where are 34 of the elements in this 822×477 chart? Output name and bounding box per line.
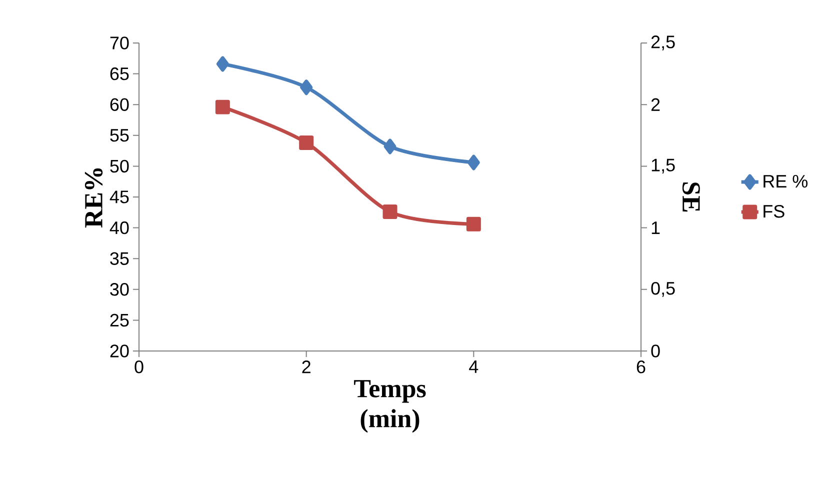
y-tick-label: 40: [110, 221, 129, 234]
x-tick-label: 4: [469, 360, 478, 373]
y-tick-label: 35: [110, 252, 129, 265]
x-tick-label: 2: [302, 360, 310, 374]
y2-tick-label: 1: [652, 222, 660, 234]
y2-tick-label: 2,5: [651, 36, 675, 50]
x-tick-label: 6: [636, 360, 646, 374]
x-axis-title: Temps (min): [354, 380, 426, 433]
y-tick-label: 45: [110, 190, 129, 204]
x-tick-label: 0: [134, 360, 144, 374]
y2-tick-label: 1,5: [652, 158, 675, 174]
point: [466, 216, 481, 232]
point: [215, 100, 230, 114]
point: [300, 80, 313, 96]
y-tick-label: 20: [110, 344, 129, 358]
y-tick-label: 25: [110, 314, 129, 327]
y2-tick-label: 0: [651, 344, 660, 358]
y-tick-label: 70: [110, 36, 129, 50]
y-tick-label: 65: [110, 67, 129, 80]
y-tick-label: 55: [110, 129, 129, 142]
y2-tick-label: 2: [651, 98, 660, 111]
point: [467, 154, 480, 170]
y-axis-title: RE%: [84, 168, 103, 228]
point: [216, 56, 229, 72]
point: [299, 136, 314, 150]
y2-tick-label: 0,5: [651, 282, 675, 297]
y2-axis-title: SE: [682, 182, 700, 212]
y-tick-label: 50: [110, 160, 129, 173]
point: [382, 204, 398, 220]
legend-label: FS: [764, 204, 784, 218]
point: [384, 138, 396, 154]
y-tick-label: 30: [110, 283, 129, 296]
legend-label: RE %: [764, 174, 808, 188]
y-tick-label: 60: [110, 98, 129, 111]
